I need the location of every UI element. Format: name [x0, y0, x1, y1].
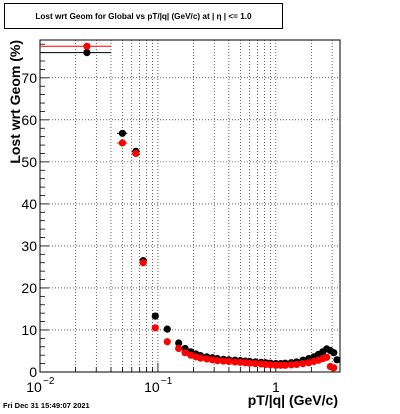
- data-point: [323, 353, 331, 361]
- data-point: [225, 357, 233, 366]
- data-point: [213, 357, 222, 365]
- data-point: [83, 49, 91, 57]
- data-point: [163, 338, 171, 346]
- x-tick-label: 10: [26, 379, 42, 395]
- data-point: [118, 139, 127, 147]
- data-point: [299, 359, 307, 368]
- data-point: [330, 349, 338, 357]
- data-point: [151, 312, 159, 320]
- y-tick-label: 0: [29, 364, 37, 380]
- data-point: [333, 356, 341, 364]
- data-point: [139, 259, 147, 267]
- data-point: [175, 339, 183, 347]
- y-tick-label: 50: [21, 154, 37, 170]
- chart-title-box: Lost wrt Geom for Global vs pT/|q| (GeV/…: [4, 3, 283, 29]
- axes: [39, 39, 341, 373]
- data-point: [132, 149, 140, 158]
- chart-title: Lost wrt Geom for Global vs pT/|q| (GeV/…: [35, 11, 252, 21]
- data-point: [83, 42, 91, 50]
- data-point: [266, 361, 275, 369]
- y-tick-label: 30: [21, 238, 37, 254]
- data-point: [118, 129, 127, 137]
- data-point: [293, 360, 301, 369]
- data-point: [196, 354, 205, 362]
- data-point: [231, 358, 239, 366]
- y-tick-label: 10: [21, 322, 37, 338]
- data-point: [281, 361, 289, 369]
- data-point: [203, 355, 211, 363]
- data-point: [151, 324, 159, 332]
- y-axis-label: Lost wrt Geom (%): [7, 40, 23, 164]
- data-point: [251, 359, 259, 368]
- grid: [40, 40, 340, 372]
- series-black: [40, 49, 341, 368]
- x-tick-exponent: −2: [43, 376, 55, 387]
- x-tick-label: 10: [144, 379, 160, 395]
- data-point: [219, 357, 228, 365]
- y-tick-label: 40: [21, 196, 37, 212]
- data-point: [181, 349, 189, 357]
- data-point: [175, 344, 183, 353]
- y-tick-label: 70: [21, 70, 37, 86]
- data-point: [287, 361, 295, 369]
- date-stamp: Fri Dec 31 15:49:07 2021: [3, 401, 90, 410]
- y-tick-label: 20: [21, 280, 37, 296]
- series: [40, 42, 341, 372]
- y-tick-label: 60: [21, 112, 37, 128]
- plot-frame: [39, 39, 341, 373]
- data-point: [163, 325, 171, 333]
- data-point: [246, 359, 254, 367]
- data-point: [330, 364, 338, 372]
- x-axis-label: pT/|q| (GeV/c): [248, 392, 338, 408]
- x-tick-exponent: −1: [161, 376, 173, 387]
- x-tick-label: 1: [272, 379, 280, 395]
- series-red: [40, 42, 338, 372]
